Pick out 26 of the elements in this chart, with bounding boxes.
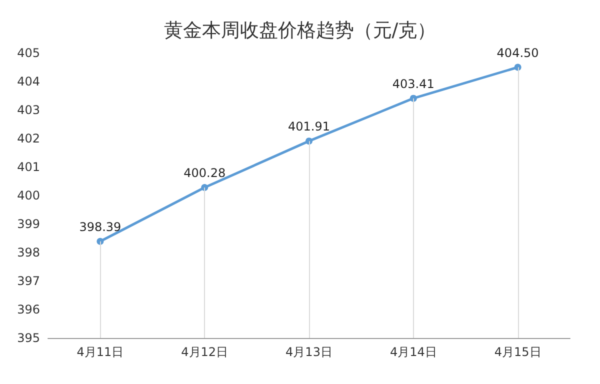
x-tick-label: 4月11日 — [76, 345, 124, 359]
y-tick-label: 400 — [17, 188, 40, 202]
point — [96, 238, 104, 245]
data-label: 398.39 — [79, 220, 122, 234]
x-tick-label: 4月12日 — [181, 345, 228, 359]
y-tick-label: 398 — [17, 246, 40, 260]
point — [306, 138, 312, 145]
y-tick-label: 404 — [17, 74, 40, 88]
y-tick-label: 396 — [17, 302, 40, 316]
y-tick-label: 402 — [17, 132, 40, 146]
data-label: 400.28 — [184, 166, 226, 180]
point — [201, 184, 208, 192]
data-label: 401.91 — [288, 120, 330, 134]
x-tick-label: 4月15日 — [494, 345, 542, 359]
x-tick-label: 4月13日 — [286, 345, 332, 359]
data-label: 404.50 — [496, 46, 539, 60]
y-tick-label: 399 — [17, 217, 40, 231]
point — [410, 94, 417, 102]
y-tick-label: 395 — [17, 331, 40, 345]
x-tick-label: 4月14日 — [390, 345, 437, 359]
chart-title: 黄金本周收盘价格趋势（元/克） — [164, 20, 436, 42]
y-tick-label: 397 — [17, 274, 40, 288]
data-label: 403.41 — [392, 76, 434, 91]
y-tick-label: 405 — [17, 46, 40, 60]
y-tick-label: 401 — [17, 160, 40, 174]
y-tick-label: 403 — [17, 103, 40, 117]
